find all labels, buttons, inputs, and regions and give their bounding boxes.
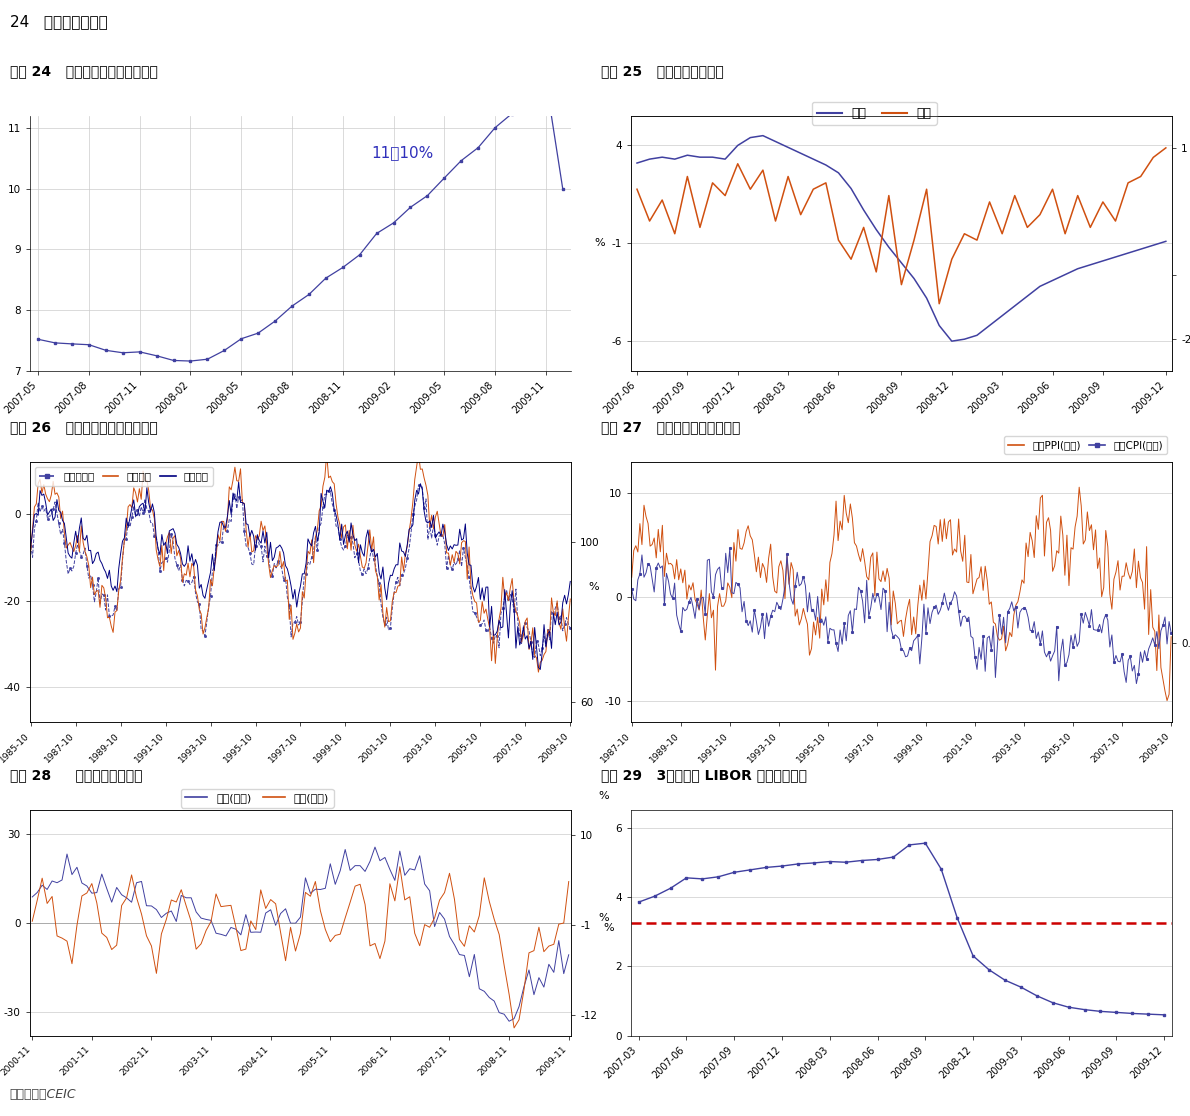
Text: 图表 28     德国出口小幅改善: 图表 28 德国出口小幅改善 <box>10 768 142 782</box>
Y-axis label: %: % <box>595 239 606 248</box>
Y-axis label: %: % <box>603 923 614 933</box>
Text: 图表 25   零售销售继续改善: 图表 25 零售销售继续改善 <box>601 65 724 78</box>
Text: 数据来源：CEIC: 数据来源：CEIC <box>10 1088 76 1101</box>
Legend: 消费者信心, 工业信心, 经济景气: 消费者信心, 工业信心, 经济景气 <box>35 468 213 485</box>
Legend: 同比, 环比: 同比, 环比 <box>812 102 937 125</box>
Legend: 核心PPI(左轴), 核心CPI(右轴): 核心PPI(左轴), 核心CPI(右轴) <box>1004 436 1167 454</box>
Text: 图表 27   短期物价上行压力不大: 图表 27 短期物价上行压力不大 <box>601 420 740 434</box>
Text: 11月10%: 11月10% <box>371 145 433 160</box>
Text: %: % <box>599 791 609 801</box>
Text: 图表 29   3个月欧元 LIBOR 低于长期均值: 图表 29 3个月欧元 LIBOR 低于长期均值 <box>601 768 807 782</box>
Legend: 同比(左轴), 环比(右轴): 同比(左轴), 环比(右轴) <box>181 789 333 808</box>
Text: 图表 24   欧元区失业率在历史高位: 图表 24 欧元区失业率在历史高位 <box>10 65 157 78</box>
Text: 24   主要经济体情况: 24 主要经济体情况 <box>10 13 107 29</box>
Text: 图表 26   信心指数继续由谷底改善: 图表 26 信心指数继续由谷底改善 <box>10 420 157 434</box>
Y-axis label: %: % <box>599 913 609 923</box>
Y-axis label: %: % <box>588 583 599 591</box>
